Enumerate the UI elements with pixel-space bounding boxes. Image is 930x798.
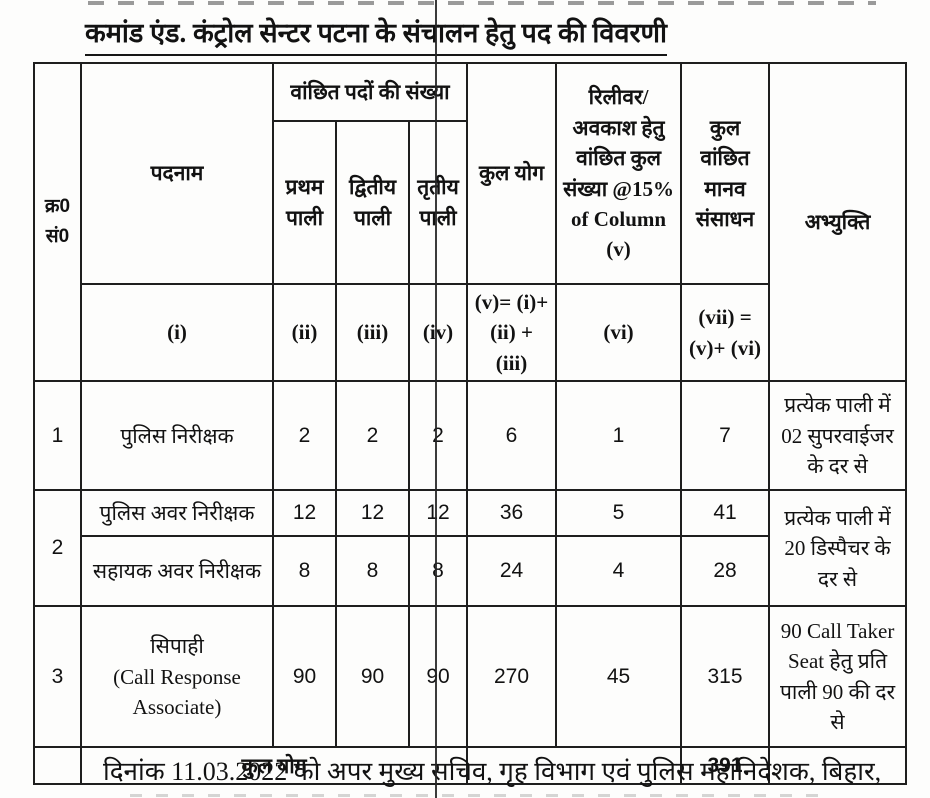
cell-reliever-count: 5 (555, 489, 683, 538)
cell-shift1-count: 2 (272, 380, 337, 492)
total-row-empty-serial (33, 746, 82, 786)
cell-manpower-total: 41 (680, 489, 771, 538)
cropped-bottom-text-remnant (130, 794, 830, 797)
header-row-2: प्रथम पाली द्वितीय पाली तृतीय पाली (34, 120, 906, 285)
total-row: कुल योग 391 (33, 746, 908, 786)
col-label-vi: (vi) (555, 282, 683, 383)
cell-reliever-count: 1 (555, 380, 683, 492)
header-reliever-cell: रिलीवर/ अवकाश हेतु वांछित कुल संख्या @15… (555, 62, 683, 285)
cell-shift3-count: 12 (407, 489, 469, 538)
header-manpower-cell: कुल वांछित मानव संसाधन (680, 62, 771, 285)
designation-devanagari: सिपाही (150, 634, 204, 659)
cell-shift2-count: 8 (335, 535, 410, 608)
cell-designation: पुलिस अवर निरीक्षक (80, 489, 274, 538)
cell-remark: 90 Call Taker Seat हेतु प्रति पाली 90 की… (768, 605, 908, 749)
cell-remark: प्रत्येक पाली में 20 डिस्पैचर के दर से (768, 489, 908, 608)
cell-total: 270 (466, 605, 558, 749)
header-grand-total-cell: कुल योग (466, 62, 558, 285)
cell-shift3-count: 2 (407, 380, 469, 492)
cell-manpower-total: 28 (680, 535, 771, 608)
col-label-iv: (iv) (407, 282, 469, 383)
cell-total: 36 (466, 489, 558, 538)
cell-manpower-total: 315 (680, 605, 771, 749)
table-row: सहायक अवर निरीक्षक 8 8 8 24 4 28 (34, 535, 906, 608)
col-label-i: (i) (80, 282, 274, 383)
positions-table: क्र0 सं0 पदनाम वांछित पदों की संख्या कुल… (33, 61, 908, 786)
cell-serial: 2 (33, 489, 82, 608)
cell-manpower-total: 7 (680, 380, 771, 492)
total-row-empty-mid (466, 746, 683, 786)
cell-shift1-count: 90 (272, 605, 337, 749)
header-serial-cell: क्र0 सं0 (33, 61, 82, 383)
total-label-cell: कुल योग (79, 746, 469, 786)
cell-shift1-count: 12 (272, 489, 337, 538)
header-serial-line1: क्र0 (44, 195, 71, 217)
cell-designation: सिपाही (Call Response Associate) (80, 605, 274, 749)
cell-shift2-count: 90 (335, 605, 410, 749)
header-row-1: क्र0 सं0 पदनाम वांछित पदों की संख्या कुल… (33, 61, 908, 383)
header-shift-2-cell: द्वितीय पाली (335, 120, 410, 285)
cell-designation: पुलिस निरीक्षक (80, 380, 274, 492)
footer-text: दिनांक 11.03.2022 को अपर मुख्य सचिव, गृह… (103, 757, 882, 786)
cell-shift2-count: 12 (335, 489, 410, 538)
cell-designation: सहायक अवर निरीक्षक (80, 535, 274, 608)
cell-shift2-count: 2 (335, 380, 410, 492)
table-row: 3 सिपाही (Call Response Associate) 90 90… (33, 605, 908, 749)
cell-remark: प्रत्येक पाली में 02 सुपरवाईजर के दर से (768, 380, 908, 492)
cell-serial: 3 (33, 605, 82, 749)
cell-shift1-count: 8 (272, 535, 337, 608)
document-title: कमांड एंड. कंट्रोल सेन्टर पटना के संचालन… (85, 13, 668, 56)
column-labels-row: (i) (ii) (iii) (iv) (v)= (i)+(ii) + (iii… (34, 282, 906, 383)
cell-total: 24 (466, 535, 558, 608)
table-row: 1 पुलिस निरीक्षक 2 2 2 6 1 7 प्रत्येक पा… (33, 380, 908, 492)
col-label-ii: (ii) (272, 282, 337, 383)
col-label-v: (v)= (i)+(ii) + (iii) (466, 282, 558, 383)
header-designation-cell: पदनाम (80, 62, 274, 285)
cell-shift3-count: 8 (407, 535, 469, 608)
col-label-vii: (vii) = (v)+ (vi) (680, 282, 771, 383)
scan-fold-line (435, 0, 437, 798)
cell-serial: 1 (33, 380, 82, 492)
grand-total-cell: 391 (680, 746, 771, 786)
header-shift-1-cell: प्रथम पाली (272, 120, 337, 285)
cell-reliever-count: 45 (555, 605, 683, 749)
cell-total: 6 (466, 380, 558, 492)
header-desired-posts-group-cell: वांछित पदों की संख्या (271, 62, 469, 122)
table-row: 2 पुलिस अवर निरीक्षक 12 12 12 36 5 41 प्… (33, 489, 908, 608)
designation-english: (Call Response Associate) (113, 664, 241, 720)
col-label-iii: (iii) (335, 282, 410, 383)
total-row-empty-remark (768, 746, 908, 786)
cell-shift3-count: 90 (407, 605, 469, 749)
header-remarks-cell: अभ्युक्ति (768, 61, 908, 383)
cell-reliever-count: 4 (555, 535, 683, 608)
header-shift-3-cell: तृतीय पाली (407, 120, 469, 285)
header-serial-line2: सं0 (45, 226, 70, 248)
cropped-top-text-remnant (88, 1, 876, 5)
